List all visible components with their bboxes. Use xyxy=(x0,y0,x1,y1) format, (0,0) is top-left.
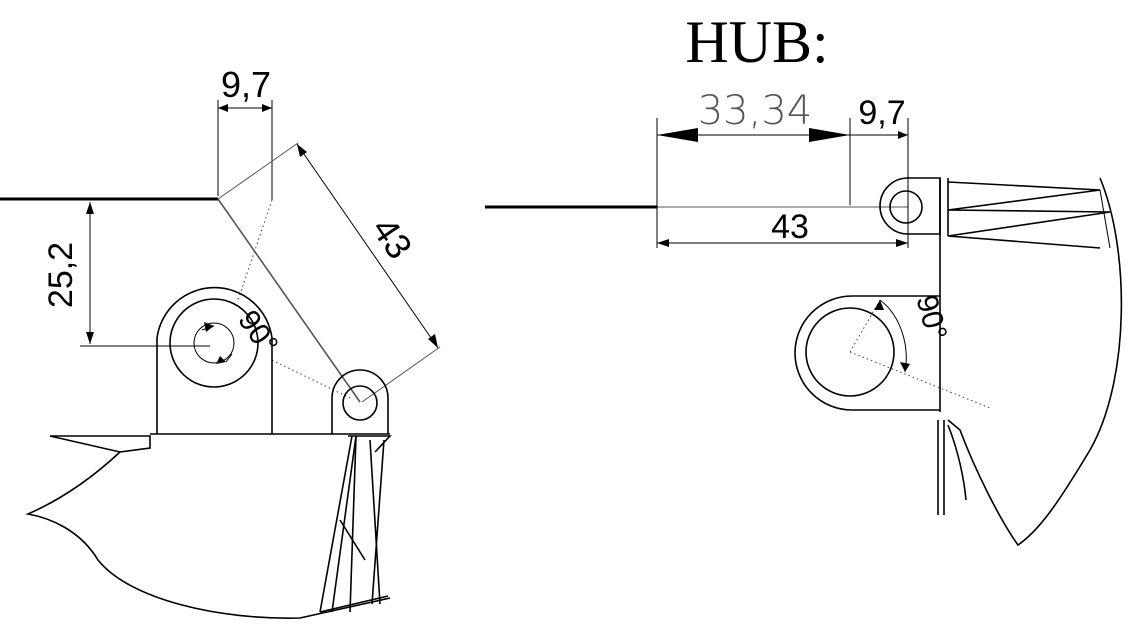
left-dim-9-7-label: 9,7 xyxy=(221,64,271,105)
left-dim-25-2-label: 25,2 xyxy=(42,242,80,308)
left-large-lug: 90° xyxy=(156,286,284,434)
right-dim-33-34: 33,34 xyxy=(656,88,851,248)
left-dim-43: 43 xyxy=(296,143,439,349)
right-blade-ribs xyxy=(947,181,1111,249)
right-dim-33-34-label: 33,34 xyxy=(698,88,813,134)
right-view: HUB: 33,34 9,7 43 xyxy=(485,9,1123,547)
right-angle-label: 90° xyxy=(909,291,953,343)
right-blade-outline xyxy=(947,177,1123,547)
left-angle-label: 90° xyxy=(231,305,284,361)
left-dim-43-label: 43 xyxy=(364,210,420,266)
right-dim-43-label: 43 xyxy=(771,208,809,246)
right-large-lug: 90° xyxy=(794,291,991,411)
left-small-eye xyxy=(331,369,389,434)
left-dim-9-7: 9,7 xyxy=(217,64,273,200)
left-view: 9,7 25,2 43 xyxy=(0,64,441,619)
right-dim-9-7: 9,7 xyxy=(850,94,909,248)
hub-title: HUB: xyxy=(685,9,828,75)
left-arm-line xyxy=(217,198,361,403)
right-dim-9-7-label: 9,7 xyxy=(858,94,905,132)
right-dim-43: 43 xyxy=(657,208,908,247)
left-blade-outline xyxy=(25,451,391,619)
left-dim-25-2: 25,2 xyxy=(42,199,210,347)
right-small-eye xyxy=(879,177,941,235)
